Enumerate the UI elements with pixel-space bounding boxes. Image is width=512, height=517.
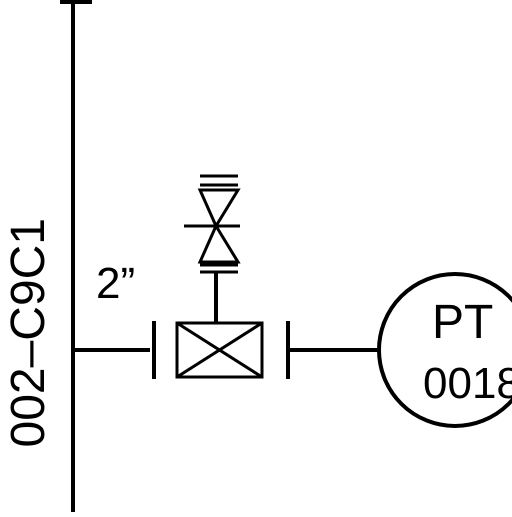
line-number-label: 002–C9C1 bbox=[2, 218, 55, 448]
instrument-branch-line bbox=[73, 321, 380, 379]
vent-valve-assembly bbox=[184, 174, 241, 323]
block-valve-symbol bbox=[175, 321, 264, 379]
branch-size-label: 2” bbox=[96, 259, 135, 308]
vent-valve-lower-triangle bbox=[197, 222, 241, 264]
instrument-circle bbox=[377, 272, 512, 428]
instrument-bubble[interactable]: PT 0018 bbox=[377, 272, 512, 428]
instrument-tag-letters: PT bbox=[432, 296, 493, 349]
valve-body-box bbox=[175, 321, 264, 379]
main-process-line bbox=[60, 0, 92, 512]
valve-cross-2 bbox=[176, 321, 263, 379]
instrument-tag-number: 0018 bbox=[423, 359, 512, 408]
vent-valve-upper-triangle bbox=[197, 188, 241, 230]
